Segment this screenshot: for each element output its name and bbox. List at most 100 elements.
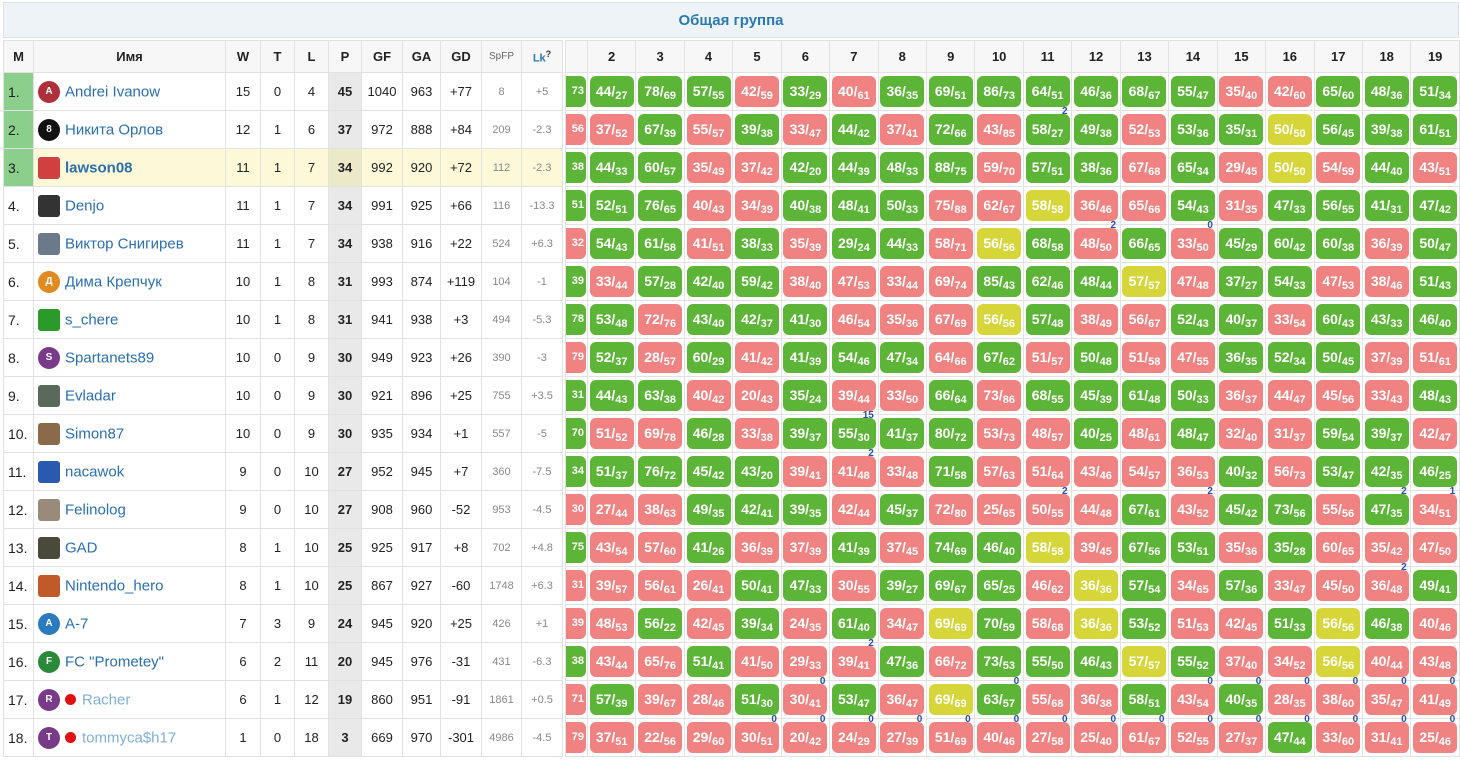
score-chip[interactable]: 57/28 — [638, 266, 683, 297]
player-name-link[interactable]: nacawok — [65, 463, 125, 480]
score-chip[interactable]: 53/51 — [1170, 532, 1215, 563]
round-header[interactable]: 19 — [1410, 40, 1460, 73]
score-chip[interactable]: 35/42 — [1364, 532, 1409, 563]
score-chip[interactable]: 69/74 — [928, 266, 973, 297]
score-chip[interactable]: 30/51 0 — [734, 715, 779, 753]
score-chip[interactable]: 30/55 — [831, 570, 876, 601]
score-chip[interactable]: 56/67 — [1122, 304, 1167, 335]
score-chip[interactable]: 33/47 — [1267, 570, 1312, 601]
score-chip[interactable]: 55/50 — [1025, 646, 1070, 677]
score-chip[interactable]: 24/35 — [783, 608, 828, 639]
score-chip[interactable]: 40/46 — [1413, 608, 1458, 639]
score-chip[interactable]: 41/37 — [880, 418, 925, 449]
score-chip[interactable]: 44/47 — [1267, 380, 1312, 411]
score-chip[interactable]: 65/76 — [638, 646, 683, 677]
score-chip[interactable]: 45/29 — [1219, 228, 1264, 259]
robot-icon[interactable] — [38, 460, 60, 483]
score-chip[interactable]: 36/39 — [734, 532, 779, 563]
score-chip[interactable]: 65/34 — [1170, 152, 1215, 183]
score-chip[interactable]: 72/66 — [928, 114, 973, 145]
score-chip[interactable]: 46/54 — [831, 304, 876, 335]
eight-ball-icon[interactable]: 8 — [38, 118, 60, 141]
score-chip[interactable]: 53/47 — [831, 684, 876, 715]
score-chip[interactable]: 27/44 — [589, 494, 634, 525]
score-chip[interactable]: 35/28 — [1267, 532, 1312, 563]
score-chip[interactable]: 38/63 — [638, 494, 683, 525]
round-header[interactable]: 17 — [1313, 40, 1363, 73]
score-chip[interactable]: 33/47 — [783, 114, 828, 145]
score-chip[interactable]: 50/50 — [1267, 114, 1312, 145]
score-chip-partial[interactable]: 31 — [566, 570, 586, 601]
score-chip[interactable]: 62/67 — [977, 190, 1022, 221]
score-chip[interactable]: 55/52 — [1170, 646, 1215, 677]
score-chip[interactable]: 54/59 — [1316, 152, 1361, 183]
score-chip[interactable]: 40/35 0 — [1219, 677, 1264, 715]
score-chip[interactable]: 57/57 — [1122, 646, 1167, 677]
score-chip[interactable]: 25/65 — [977, 494, 1022, 525]
score-chip[interactable]: 37/40 — [1219, 646, 1264, 677]
score-chip[interactable]: 35/24 — [783, 380, 828, 411]
score-chip[interactable]: 47/35 2 — [1364, 487, 1409, 525]
score-chip[interactable]: 37/41 — [880, 114, 925, 145]
score-chip[interactable]: 41/49 0 — [1413, 677, 1458, 715]
score-chip[interactable]: 48/36 — [1364, 76, 1409, 107]
score-chip[interactable]: 48/43 — [1413, 380, 1458, 411]
score-chip[interactable]: 29/60 — [686, 722, 731, 753]
score-chip[interactable]: 40/43 — [686, 190, 731, 221]
player-name-link[interactable]: Evladar — [65, 387, 116, 404]
score-chip[interactable]: 76/65 — [638, 190, 683, 221]
score-chip[interactable]: 41/30 — [783, 304, 828, 335]
score-chip[interactable]: 39/38 — [734, 114, 779, 145]
score-chip[interactable]: 66/64 — [928, 380, 973, 411]
player-name-link[interactable]: Racher — [82, 691, 131, 708]
score-chip[interactable]: 35/31 — [1219, 114, 1264, 145]
score-chip[interactable]: 56/45 — [1316, 114, 1361, 145]
score-chip[interactable]: 58/58 — [1025, 190, 1070, 221]
score-chip[interactable]: 34/51 1 — [1413, 487, 1458, 525]
score-chip[interactable]: 51/64 — [1025, 456, 1070, 487]
round-header[interactable]: 14 — [1168, 40, 1218, 73]
header-lk[interactable]: Lk? — [521, 40, 563, 73]
score-chip[interactable]: 31/41 0 — [1364, 715, 1409, 753]
player-name-link[interactable]: A-7 — [65, 615, 89, 632]
score-chip[interactable]: 37/51 — [589, 722, 634, 753]
score-chip[interactable]: 39/41 — [783, 456, 828, 487]
score-chip[interactable]: 72/80 — [928, 494, 973, 525]
score-chip[interactable]: 66/72 — [928, 646, 973, 677]
score-chip[interactable]: 55/30 15 — [831, 411, 876, 449]
score-chip[interactable]: 54/43 — [589, 228, 634, 259]
header-p[interactable]: P — [328, 40, 362, 73]
round-header[interactable]: 6 — [780, 40, 831, 73]
score-chip[interactable]: 55/68 — [1025, 684, 1070, 715]
score-chip[interactable]: 38/49 — [1074, 304, 1119, 335]
score-chip[interactable]: 56/56 — [1316, 608, 1361, 639]
score-chip[interactable]: 55/56 — [1316, 494, 1361, 525]
score-chip[interactable]: 41/50 — [734, 646, 779, 677]
score-chip[interactable]: 60/65 — [1316, 532, 1361, 563]
score-chip[interactable]: 63/57 0 — [977, 677, 1022, 715]
score-chip[interactable]: 45/56 — [1316, 380, 1361, 411]
score-chip[interactable]: 37/45 — [880, 532, 925, 563]
score-chip[interactable]: 65/60 — [1316, 76, 1361, 107]
score-chip[interactable]: 36/35 — [1219, 342, 1264, 373]
score-chip[interactable]: 57/60 — [638, 532, 683, 563]
score-chip[interactable]: 56/56 — [977, 304, 1022, 335]
score-chip-partial[interactable]: 32 — [566, 228, 586, 259]
score-chip[interactable]: 51/52 — [589, 418, 634, 449]
score-chip[interactable]: 43/54 0 — [1170, 677, 1215, 715]
score-chip[interactable]: 48/61 — [1122, 418, 1167, 449]
score-chip[interactable]: 46/36 — [1074, 76, 1119, 107]
score-chip[interactable]: 44/42 — [831, 114, 876, 145]
score-chip[interactable]: 60/42 — [1267, 228, 1312, 259]
score-chip[interactable]: 59/42 — [734, 266, 779, 297]
score-chip[interactable]: 88/75 — [928, 152, 973, 183]
score-chip[interactable]: 39/41 2 — [831, 639, 876, 677]
score-chip[interactable]: 46/40 — [1413, 304, 1458, 335]
score-chip[interactable]: 35/36 — [880, 304, 925, 335]
score-chip[interactable]: 67/69 — [928, 304, 973, 335]
score-chip[interactable]: 54/57 — [1122, 456, 1167, 487]
score-chip[interactable]: 37/52 — [589, 114, 634, 145]
score-chip[interactable]: 33/44 — [589, 266, 634, 297]
score-chip[interactable]: 54/46 — [831, 342, 876, 373]
header-w[interactable]: W — [225, 40, 261, 73]
